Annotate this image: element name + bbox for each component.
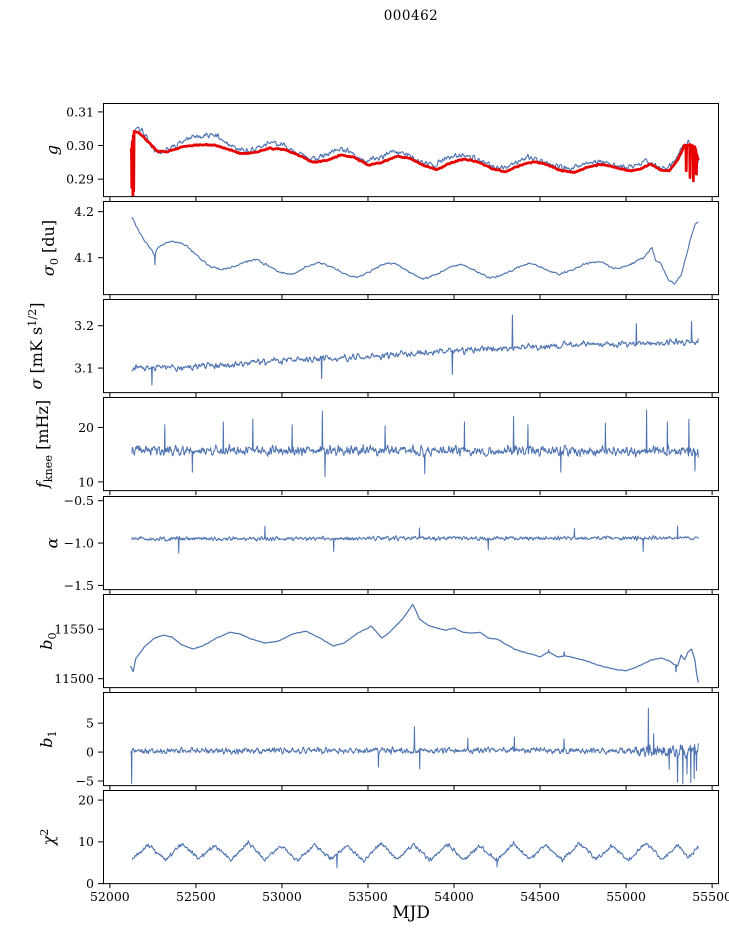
y-tick-label: 20 bbox=[78, 420, 94, 435]
y-tick-label: 11550 bbox=[54, 621, 94, 636]
ylabel-part: f bbox=[32, 482, 52, 489]
panel-chi2: 20 10 0 52000 52500 53000 53500 54000 54500 55000… bbox=[0, 789, 729, 904]
ylabel-part: 0 bbox=[46, 632, 60, 640]
ylabel-g: g bbox=[43, 145, 62, 155]
plot-g: 0.31 0.30 0.29 bbox=[66, 103, 719, 202]
figure-title: 000462 bbox=[383, 8, 439, 24]
ylabel-part: [mHz] bbox=[32, 400, 52, 456]
x-tick-label: 54500 bbox=[520, 889, 560, 904]
y-tick-label: 5 bbox=[86, 715, 94, 730]
panel-sigma0: 4.2 4.1 bbox=[0, 201, 729, 300]
series-fknee-raw bbox=[131, 409, 699, 478]
y-tick-label: −0.5 bbox=[64, 493, 94, 508]
series-g-fit bbox=[129, 130, 700, 197]
ylabel-part: 1/2 bbox=[25, 309, 39, 328]
ylabel-b0: b0 bbox=[37, 632, 59, 649]
series-b1-raw bbox=[130, 707, 699, 785]
plot-sigma0: 4.2 4.1 bbox=[74, 201, 719, 300]
x-tick-label: 54000 bbox=[434, 889, 474, 904]
panel-b0: 11550 11500 bbox=[0, 593, 729, 692]
ylabel-part: 1 bbox=[46, 730, 60, 738]
x-tick-label: 55000 bbox=[606, 889, 646, 904]
y-tick-label: 20 bbox=[78, 792, 94, 807]
y-tick-label: 11500 bbox=[54, 671, 94, 686]
ylabel-part: b bbox=[36, 737, 56, 748]
y-tick-label: 0.30 bbox=[66, 138, 94, 153]
y-tick-label: −5 bbox=[76, 773, 94, 788]
x-tick-label: 52000 bbox=[90, 889, 130, 904]
x-tick-label: 53000 bbox=[262, 889, 302, 904]
y-tick-label: 0 bbox=[86, 744, 94, 759]
y-tick-label: 3.2 bbox=[74, 318, 94, 333]
x-tick-label: 55500 bbox=[692, 889, 729, 904]
ylabel-chi2: χ2 bbox=[38, 829, 58, 846]
ylabel-b1: b1 bbox=[37, 730, 59, 747]
ylabel-part: χ bbox=[39, 835, 59, 846]
ylabel-alpha: α bbox=[43, 537, 62, 548]
series-sigma0-raw bbox=[131, 216, 699, 285]
ylabel-part: ] bbox=[27, 302, 47, 310]
plot-sigma: 3.2 3.1 bbox=[74, 299, 719, 398]
series-sigma-raw bbox=[131, 314, 699, 386]
y-tick-label: 0 bbox=[86, 876, 94, 891]
ylabel-part: [mK s bbox=[27, 327, 47, 379]
x-axis-label: MJD bbox=[392, 903, 430, 923]
ylabel-fknee: fknee [mHz] bbox=[33, 400, 55, 488]
x-tick-label: 52500 bbox=[176, 889, 216, 904]
ylabel-part: 2 bbox=[37, 828, 51, 836]
y-tick-label: 0.31 bbox=[66, 104, 94, 119]
plot-b0: 11550 11500 bbox=[54, 593, 719, 692]
series-b0-raw bbox=[130, 603, 699, 683]
panel-g: 0.31 0.30 0.29 bbox=[0, 103, 729, 202]
series-g-raw bbox=[129, 126, 699, 172]
panel-alpha: −0.5 −1.0 −1.5 bbox=[0, 493, 729, 594]
y-tick-label: 10 bbox=[78, 475, 94, 490]
y-tick-label: 10 bbox=[78, 834, 94, 849]
ylabel-part: knee bbox=[42, 455, 56, 483]
series-chi2-raw bbox=[131, 839, 699, 869]
y-tick-label: 4.1 bbox=[74, 250, 94, 265]
ylabel-part: 0 bbox=[48, 258, 62, 266]
y-tick-label: 3.1 bbox=[74, 361, 94, 376]
plot-alpha: −0.5 −1.0 −1.5 bbox=[64, 493, 719, 594]
y-tick-label: −1.5 bbox=[64, 577, 94, 592]
y-tick-label: −1.0 bbox=[64, 535, 94, 550]
panel-sigma: 3.2 3.1 bbox=[0, 299, 729, 398]
panel-fknee: 20 10 bbox=[0, 397, 729, 496]
ylabel-part: [du] bbox=[38, 220, 58, 259]
series-alpha-raw bbox=[131, 525, 699, 554]
ylabel-part: b bbox=[36, 639, 56, 650]
ylabel-sigma0: σ0 [du] bbox=[39, 220, 61, 276]
panel-b1: 5 0 −5 bbox=[0, 691, 729, 790]
ylabel-part: σ bbox=[38, 265, 58, 277]
ylabel-part: α bbox=[42, 537, 62, 548]
y-tick-label: 4.2 bbox=[74, 204, 94, 219]
x-tick-label: 53500 bbox=[348, 889, 388, 904]
plot-b1: 5 0 −5 bbox=[76, 691, 719, 790]
ylabel-part: g bbox=[42, 144, 62, 156]
ylabel-sigma: σ [mK s1/2] bbox=[26, 303, 46, 390]
ylabel-part: σ bbox=[27, 378, 47, 390]
y-tick-label: 0.29 bbox=[66, 172, 94, 187]
